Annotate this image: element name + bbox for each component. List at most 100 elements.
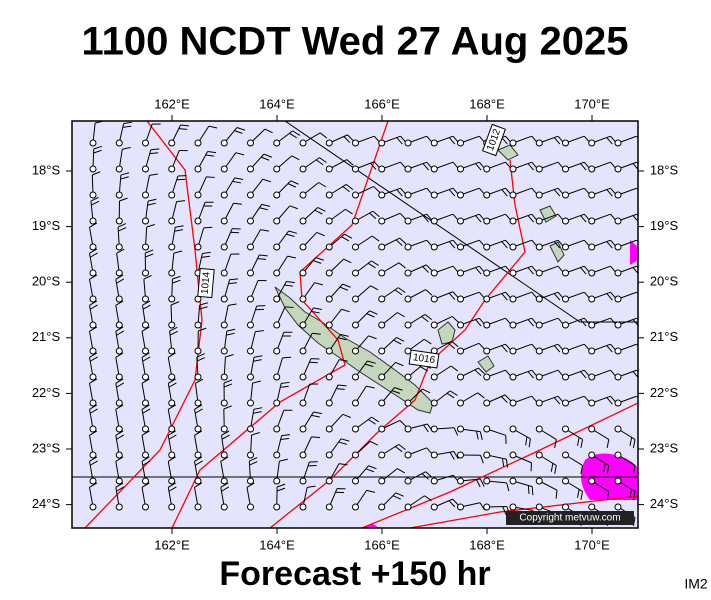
barb-feather (368, 465, 377, 470)
barb-station (299, 347, 307, 355)
barb-station (535, 191, 543, 199)
barb-station (352, 139, 359, 147)
barb-station (299, 373, 307, 381)
barb-feather (506, 482, 510, 492)
barb-station (404, 347, 412, 355)
barb-station (142, 191, 149, 199)
barb-feather (145, 253, 154, 258)
barb-feather (554, 465, 557, 474)
barb-feather (342, 413, 351, 418)
barb-station (168, 191, 176, 199)
barb-station (168, 243, 176, 251)
barb-station (220, 503, 228, 511)
barb-station (614, 477, 622, 485)
barb-station (483, 477, 491, 485)
barb-feather (505, 459, 509, 468)
barb-station (115, 191, 123, 199)
barb-feather (289, 205, 298, 210)
barb-station (562, 321, 569, 329)
barb-feather (142, 460, 151, 466)
barb-feather (287, 255, 297, 259)
barb-station (142, 347, 149, 355)
barb-station (325, 373, 333, 381)
barb-station (535, 451, 543, 459)
barb-station (299, 269, 307, 277)
barb-feather (141, 482, 150, 488)
barb-station (509, 191, 517, 199)
barb-station (247, 373, 254, 381)
barb-feather (194, 404, 203, 410)
barb-station (299, 477, 307, 485)
barb-feather (89, 482, 98, 488)
barb-feather (116, 330, 125, 336)
barb-station (194, 243, 202, 251)
barb-feather (317, 206, 326, 212)
barb-station (168, 321, 176, 329)
isobar (361, 402, 638, 528)
barb-station (562, 399, 569, 407)
barb-station (299, 165, 307, 173)
barb-feather (501, 458, 505, 467)
barb-feather (168, 456, 176, 462)
barb-station (430, 321, 438, 329)
barb-feather (422, 266, 429, 273)
barb-station (299, 243, 307, 251)
barb-station (247, 165, 254, 173)
barb-feather (371, 260, 379, 266)
barb-station (220, 347, 228, 355)
barb-station (89, 217, 97, 225)
barb-feather (264, 128, 273, 134)
barb-feather (475, 215, 482, 223)
barb-station (535, 503, 543, 511)
barb-station (325, 399, 333, 407)
barb-feather (475, 430, 479, 440)
barb-station (588, 399, 596, 407)
latitude-label: 19°S (650, 218, 679, 233)
barb-station (535, 477, 543, 485)
barb-feather (527, 485, 530, 495)
barb-feather (232, 180, 242, 184)
island (497, 144, 519, 161)
barb-feather (395, 361, 404, 367)
barb-station (535, 217, 543, 225)
barb-feather (394, 289, 403, 296)
barb-feather (246, 482, 255, 488)
barb-feather (142, 356, 151, 362)
barb-station (483, 243, 491, 251)
barb-station (273, 243, 281, 251)
barb-feather (345, 184, 354, 190)
barb-station (378, 269, 386, 277)
barb-feather (229, 278, 239, 281)
barb-station (220, 269, 228, 277)
barb-station (378, 295, 386, 303)
barb-feather (91, 200, 100, 206)
barb-feather (115, 404, 124, 410)
barb-feather (313, 307, 322, 311)
barb-station (325, 139, 333, 147)
barb-station (273, 165, 281, 173)
barb-station (142, 139, 149, 147)
barb-feather (89, 300, 98, 306)
barb-feather (226, 328, 236, 332)
barb-feather (395, 492, 404, 497)
barb-station (588, 243, 596, 251)
barb-feather (90, 196, 99, 202)
barb-station (220, 477, 228, 485)
barb-feather (531, 486, 534, 496)
barb-feather (194, 460, 203, 466)
barb-station (273, 399, 281, 407)
barb-feather (366, 385, 375, 389)
barb-feather (425, 471, 433, 478)
barb-station (220, 399, 228, 407)
barb-feather (89, 274, 98, 280)
barb-station (457, 217, 464, 225)
barb-feather (291, 155, 300, 161)
barb-station (378, 191, 386, 199)
barb-feather (347, 134, 354, 142)
longitude-label: 162°E (154, 96, 190, 111)
barb-feather (371, 235, 380, 242)
barb-feather (115, 352, 124, 358)
isobar-label-text: 1016 (412, 352, 436, 366)
barb-feather (474, 369, 482, 376)
barb-feather (420, 366, 428, 372)
